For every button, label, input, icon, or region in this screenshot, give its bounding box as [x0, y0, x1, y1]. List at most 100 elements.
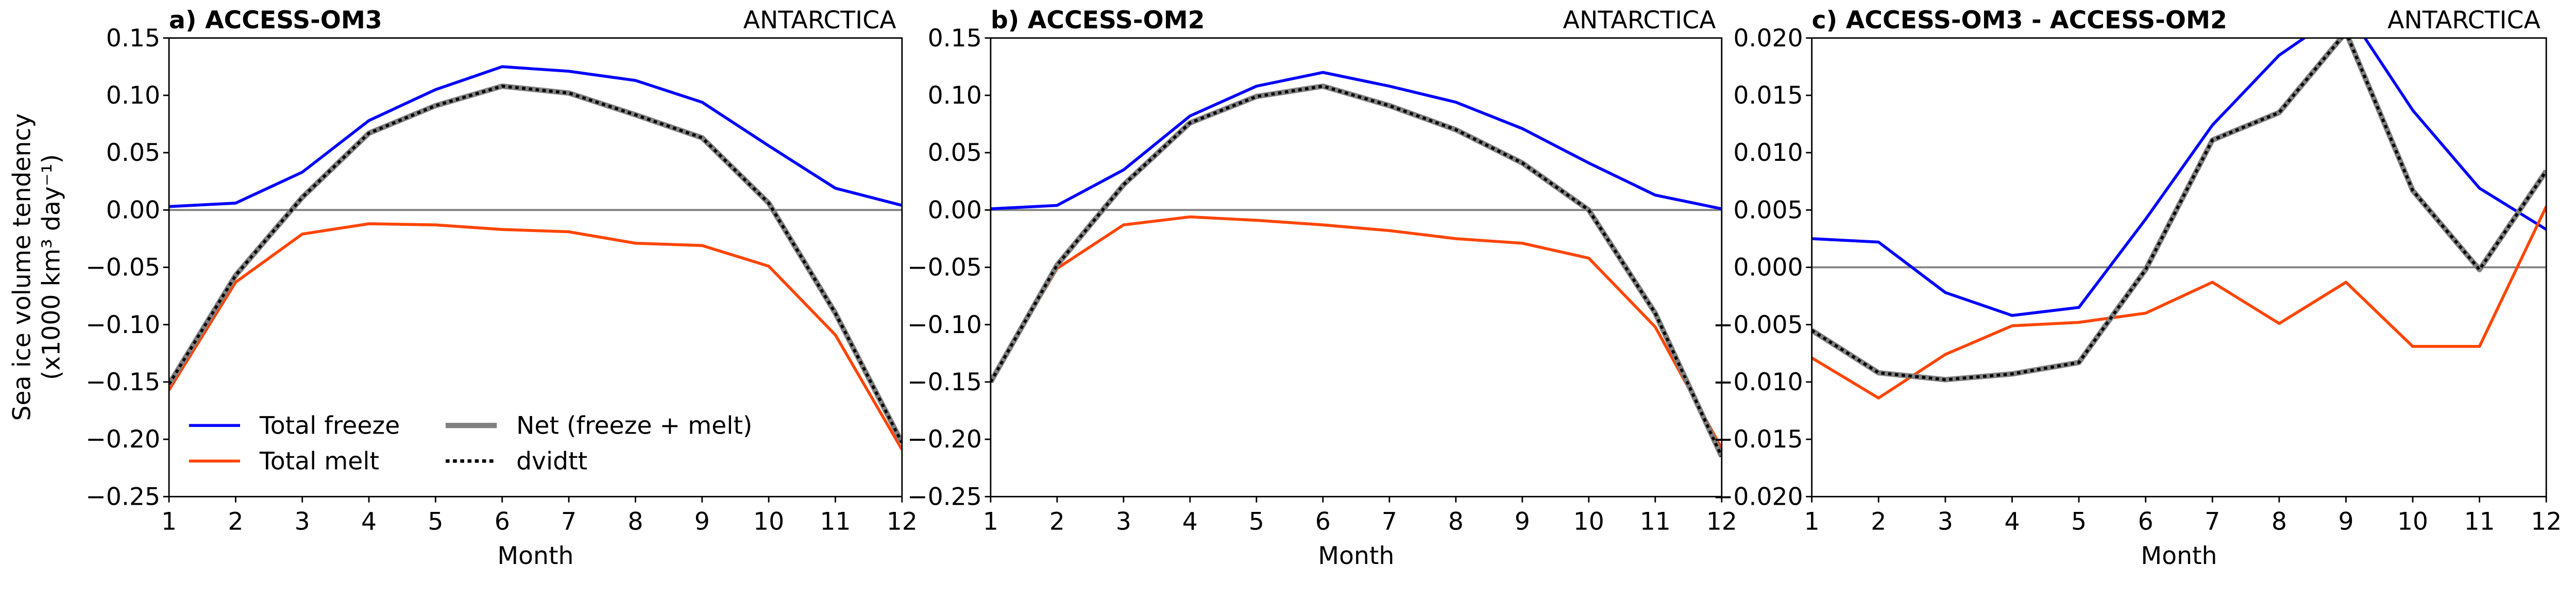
y-tick-label: −0.10	[86, 311, 160, 339]
y-tick-label: 0.00	[928, 196, 982, 224]
panel-title: a) ACCESS-OM3	[169, 6, 382, 35]
y-tick-label: −0.25	[86, 483, 160, 511]
x-tick-label: 3	[1938, 508, 1953, 536]
net-line	[1811, 38, 2547, 383]
y-tick-label: −0.05	[907, 254, 982, 282]
x-tick-label: 12	[2531, 508, 2562, 536]
region-label: ANTARCTICA	[743, 6, 896, 35]
x-tick-label: 5	[428, 508, 443, 536]
y-tick-label: 0.05	[106, 139, 160, 167]
panel-c: c) ACCESS-OM3 - ACCESS-OM2 ANTARCTICA −0.0…	[1713, 6, 2562, 570]
legend: Total freeze Total melt Net (freeze + melt…	[189, 411, 752, 475]
x-tick-label: 4	[361, 508, 377, 536]
x-tick-label: 1	[1804, 508, 1820, 536]
x-tick-label: 7	[561, 508, 577, 536]
y-axis-label-line2: (x1000 km³ day⁻¹)	[37, 154, 65, 380]
x-axis-label: Month	[2141, 542, 2217, 570]
x-tick-label: 12	[1706, 508, 1737, 536]
legend-label: Net (freeze + melt)	[516, 411, 752, 440]
axes-frame	[1811, 37, 2547, 497]
total-freeze-line	[1811, 38, 2547, 317]
y-tick-label: −0.015	[1713, 425, 1803, 454]
axes-frame	[168, 37, 903, 497]
y-tick-label: 0.015	[1733, 81, 1803, 110]
y-tick-label: 0.010	[1733, 139, 1803, 167]
y-tick-label: −0.10	[907, 311, 982, 339]
x-tick-label: 6	[495, 508, 510, 536]
legend-label: Total freeze	[259, 411, 400, 440]
region-label: ANTARCTICA	[2387, 6, 2540, 35]
x-tick-label: 9	[694, 508, 710, 536]
x-tick-label: 10	[1573, 508, 1604, 536]
y-tick-label: 0.10	[106, 81, 160, 110]
series-group	[990, 71, 1722, 458]
y-tick-label: 0.005	[1733, 196, 1803, 224]
panel-a: a) ACCESS-OM3 ANTARCTICA −0.25 −0.20 −0.15 −0…	[86, 6, 918, 570]
total-melt-line	[1811, 206, 2547, 400]
y-axis-label-line1: Sea ice volume tendency	[8, 113, 37, 421]
x-tick-label: 7	[2205, 508, 2220, 536]
x-tick-label: 8	[2272, 508, 2287, 536]
y-tick-label: −0.15	[86, 368, 160, 396]
x-tick-label: 5	[1249, 508, 1264, 536]
y-tick-label: −0.010	[1713, 368, 1803, 396]
y-tick-label: 0.000	[1733, 254, 1803, 282]
legend-label: dvidtt	[516, 447, 587, 475]
x-tick-label: 12	[887, 508, 918, 536]
x-tick-label: 10	[753, 508, 784, 536]
total-freeze-line	[990, 71, 1722, 210]
dvidtt-line	[990, 85, 1722, 457]
net-line	[169, 83, 902, 444]
x-tick-label: 10	[2397, 508, 2428, 536]
x-tick-label: 11	[2464, 508, 2495, 536]
axes-frame	[990, 37, 1723, 497]
x-tick-label: 8	[1448, 508, 1464, 536]
total-melt-line	[990, 215, 1722, 450]
y-tick-label: 0.05	[928, 139, 982, 167]
x-tick-label: 11	[1640, 508, 1671, 536]
x-tick-label: 11	[820, 508, 851, 536]
x-tick-label: 2	[228, 508, 243, 536]
y-tick-label: 0.15	[106, 24, 160, 53]
total-melt-line	[169, 222, 902, 451]
x-tick-label: 4	[1182, 508, 1198, 536]
legend-label: Total melt	[259, 447, 379, 475]
total-freeze-line	[169, 65, 902, 208]
y-tick-label: −0.25	[907, 483, 982, 511]
dvidtt-line	[169, 85, 902, 444]
y-tick-label: 0.00	[106, 196, 160, 224]
x-tick-label: 8	[628, 508, 643, 536]
x-tick-label: 3	[1116, 508, 1131, 536]
x-tick-label: 4	[2004, 508, 2020, 536]
y-tick-label: −0.20	[907, 425, 982, 454]
x-tick-label: 1	[983, 508, 998, 536]
x-tick-label: 3	[295, 508, 310, 536]
y-tick-label: −0.15	[907, 368, 982, 396]
region-label: ANTARCTICA	[1563, 6, 1716, 35]
panel-b: b) ACCESS-OM2 ANTARCTICA −0.25 −0.20 −0.15 −0…	[907, 6, 1737, 570]
x-tick-label: 1	[161, 508, 177, 536]
panel-title: c) ACCESS-OM3 - ACCESS-OM2	[1812, 6, 2227, 35]
series-group	[169, 65, 902, 451]
x-tick-label: 7	[1382, 508, 1397, 536]
y-tick-label: 0.15	[928, 24, 982, 53]
series-group	[1811, 38, 2547, 400]
y-tick-label: 0.10	[928, 81, 982, 110]
x-tick-label: 6	[2138, 508, 2154, 536]
x-tick-label: 5	[2071, 508, 2087, 536]
net-line	[990, 83, 1722, 458]
y-tick-label: −0.005	[1713, 311, 1803, 339]
x-axis-label: Month	[497, 542, 573, 570]
y-axis-label: Sea ice volume tendency (x1000 km³ day⁻¹…	[8, 113, 66, 421]
x-tick-label: 9	[2338, 508, 2353, 536]
x-tick-label: 9	[1515, 508, 1530, 536]
y-tick-label: −0.05	[86, 254, 160, 282]
x-axis-label: Month	[1318, 542, 1394, 570]
x-tick-label: 2	[1871, 508, 1886, 536]
x-tick-label: 6	[1315, 508, 1331, 536]
y-tick-label: −0.20	[86, 425, 160, 454]
x-tick-label: 2	[1049, 508, 1065, 536]
figure: Sea ice volume tendency (x1000 km³ day⁻¹…	[8, 6, 2562, 570]
panel-title: b) ACCESS-OM2	[991, 6, 1205, 35]
y-tick-label: −0.020	[1713, 483, 1803, 511]
